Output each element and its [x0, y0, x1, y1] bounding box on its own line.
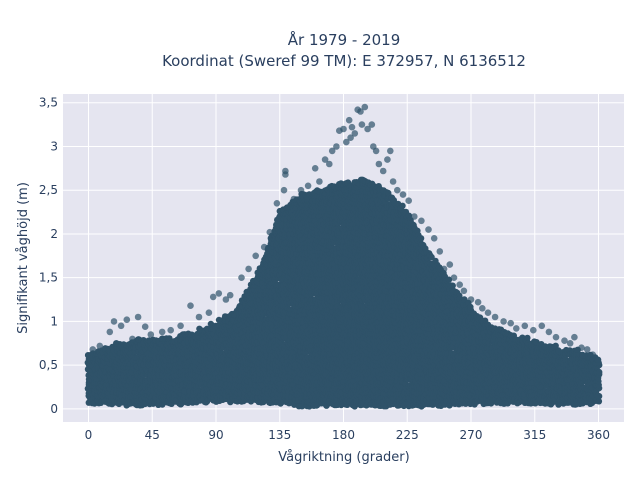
points-layer [84, 103, 603, 410]
